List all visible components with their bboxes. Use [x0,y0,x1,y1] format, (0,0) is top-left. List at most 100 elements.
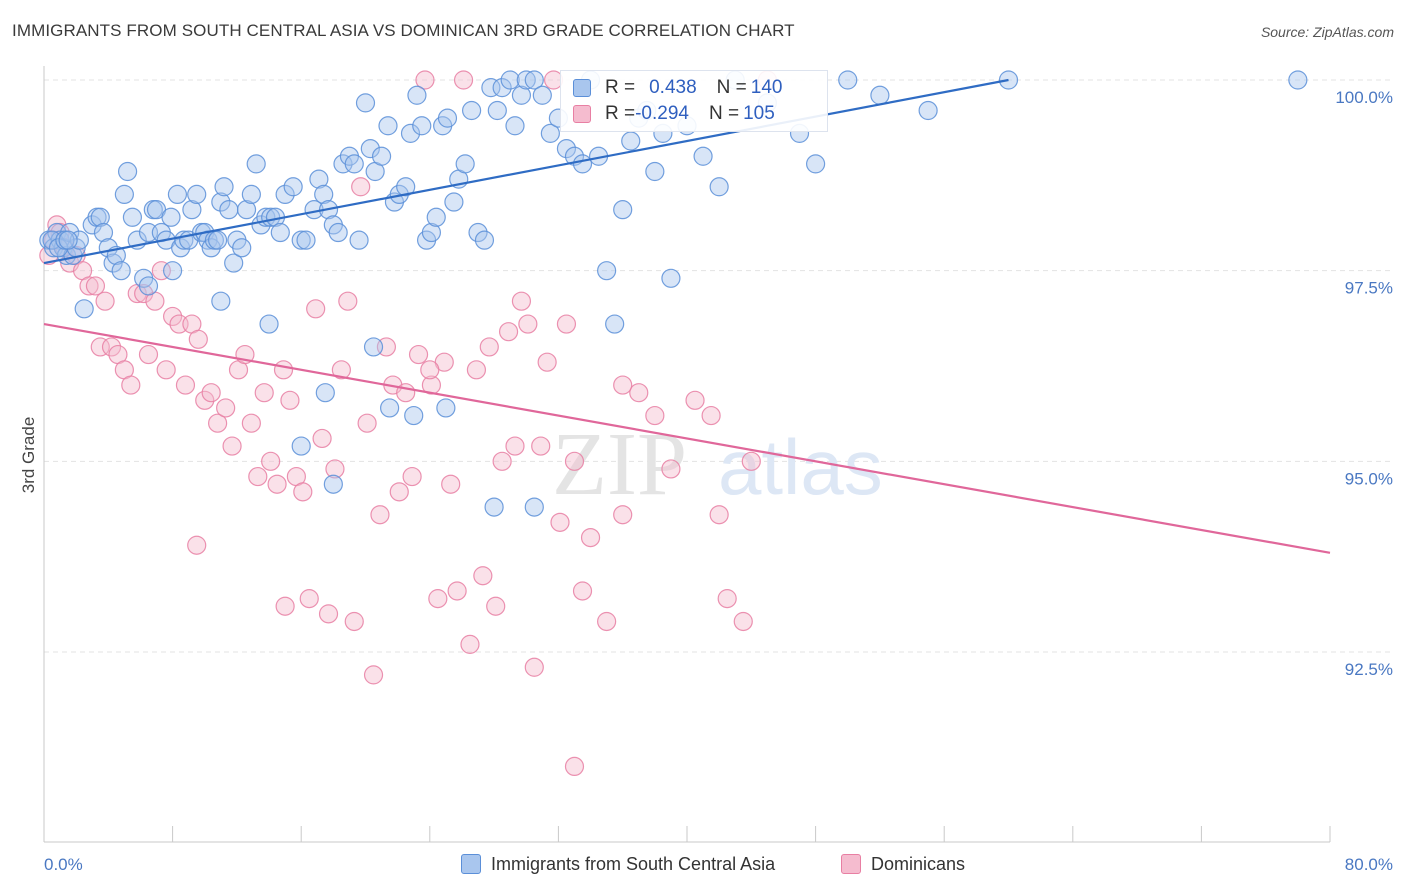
point-sca-131 [918,100,938,121]
point-sca-101 [505,116,525,136]
point-sca-140 [404,405,424,426]
point-sca-97 [481,78,501,98]
point-dominican-46 [318,604,339,624]
legend-item-blue: Immigrants from South Central Asia [461,850,775,878]
point-sca-78 [371,146,392,166]
watermark: ZIP atlas [552,415,883,514]
point-sca-103 [516,70,536,90]
point-dominican-78 [524,657,544,677]
point-dominican-37 [261,451,281,471]
point-sca-114 [605,314,625,334]
series-dominicans-points [39,70,777,777]
point-sca-85 [412,116,432,136]
point-dominican-82 [550,512,570,532]
stats-pink-n-label: N = [708,103,740,124]
stats-pink-r-value: -0.294 [635,103,689,124]
point-dominican-79 [531,436,551,456]
point-sca-87 [421,222,442,243]
point-dominican-12 [101,337,122,357]
point-sca-95 [468,222,488,243]
point-dominican-28 [201,383,221,403]
point-dominican-83 [556,314,577,334]
watermark-atlas: atlas [718,423,883,511]
point-sca-98 [487,100,507,121]
point-dominican-21 [156,360,176,380]
tick-labels: 100.0% 97.5% 95.0% 92.5% 0.0% 80.0% 3rd Grade [19,88,1393,874]
point-dominican-50 [344,611,364,632]
point-dominican-100 [187,535,207,555]
point-sca-73 [344,154,364,174]
point-dominican-53 [363,665,384,685]
point-sca-88 [426,207,446,227]
point-dominican-76 [511,291,532,311]
point-sca-17 [90,207,110,227]
point-dominican-68 [460,634,480,654]
point-sca-71 [333,154,353,174]
point-sca-60 [270,222,290,243]
point-dominican-72 [486,596,506,616]
point-sca-83 [400,123,421,143]
chart-title: IMMIGRANTS FROM SOUTH CENTRAL ASIA VS DO… [12,21,795,40]
point-dominican-103 [741,451,761,471]
point-dominican-22 [163,306,183,327]
point-sca-113 [597,261,617,281]
point-dominican-77 [518,314,538,334]
point-dominican-36 [254,383,274,403]
point-sca-48 [214,177,234,197]
point-dominican-101 [420,360,440,380]
point-dominican-95 [717,589,737,609]
point-dominican-80 [537,352,557,372]
point-sca-91 [444,192,464,212]
point-dominican-40 [280,390,300,410]
point-sca-13 [58,230,78,250]
point-dominican-85 [572,581,593,601]
stats-pink-n-value: 105 [743,103,775,124]
point-sca-55 [246,154,266,174]
point-dominican-60 [408,344,429,365]
point-sca-40 [187,184,207,204]
point-dominican-90 [645,405,665,426]
point-sca-144 [138,276,159,296]
point-dominican-27 [195,390,215,410]
point-dominican-10 [90,337,110,357]
point-dominican-88 [613,505,633,525]
point-dominican-94 [709,505,729,525]
point-sca-67 [314,184,334,204]
point-dominican-43 [299,589,319,609]
point-sca-61 [275,184,295,204]
point-sca-93 [455,154,475,174]
point-dominican-26 [188,329,208,349]
point-sca-135 [291,436,311,456]
stats-blue-n-value: 140 [750,77,783,98]
point-dominican-29 [208,413,228,433]
point-dominican-49 [338,291,358,311]
point-sca-128 [805,154,826,174]
stats-blue-n-label: N = [716,77,747,98]
point-sca-134 [259,314,279,334]
point-sca-54 [241,184,261,204]
point-sca-141 [436,398,456,418]
point-dominican-75 [505,436,525,456]
point-sca-25 [122,207,143,227]
y-tick-label-0: 100.0% [1335,88,1393,107]
point-dominican-96 [733,611,753,632]
point-dominican-89 [629,383,649,403]
point-dominican-65 [441,474,461,494]
stats-pink-r-label: R = [605,103,636,124]
point-dominican-57 [389,482,409,502]
point-dominican-42 [293,482,313,502]
point-sca-143 [524,497,544,517]
point-dominican-102 [613,375,633,395]
point-sca-99 [492,78,512,98]
point-sca-82 [396,177,416,197]
x-tick-label-1: 80.0% [1345,855,1393,874]
point-dominican-59 [402,466,422,487]
legend-swatch-pink [841,854,861,874]
point-dominican-54 [370,505,390,525]
point-sca-22 [111,261,131,281]
point-sca-90 [437,108,458,128]
point-sca-115 [613,200,633,220]
point-sca-75 [355,93,376,113]
point-sca-46 [208,230,228,250]
